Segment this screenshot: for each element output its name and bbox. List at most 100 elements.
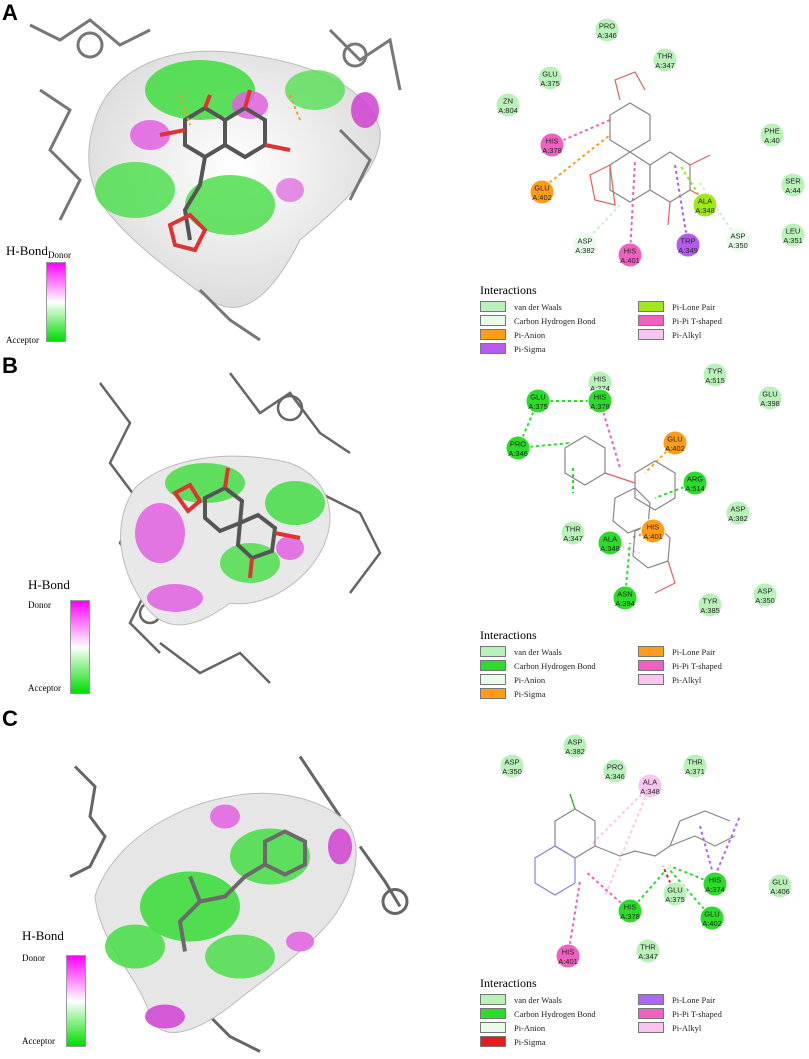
- residue-name: ASP: [577, 237, 592, 246]
- residue-circle: [617, 898, 643, 924]
- legend-title: Interactions: [480, 283, 537, 297]
- residue-number: A:406: [770, 887, 790, 896]
- residue-number: A:346: [508, 449, 528, 458]
- residue-name: GLU: [667, 435, 682, 444]
- ligand-sticks: [159, 89, 291, 253]
- legend-label: van der Waals: [514, 646, 562, 657]
- residue-circle: [505, 435, 531, 461]
- interaction-lines: [539, 119, 739, 256]
- legend-item: Pi-Alkyl: [638, 329, 788, 340]
- legend-item: Pi-Lone Pair: [638, 994, 788, 1005]
- residue-circle: [529, 179, 555, 205]
- interaction-lines: [517, 400, 696, 599]
- residue-number: A:348: [600, 544, 620, 553]
- legend-item: Pi-Lone Pair: [638, 646, 788, 657]
- legend-swatch: [638, 315, 664, 326]
- legend-swatch: [638, 301, 664, 312]
- residue-name: ASP: [757, 587, 772, 596]
- residue-name: HIS: [594, 375, 607, 384]
- legend-label: Pi-Alkyl: [672, 329, 702, 340]
- legend-item: Pi-Lone Pair: [638, 301, 788, 312]
- panel-a: A: [0, 0, 809, 354]
- residue-number: A:382: [728, 514, 748, 523]
- residue-name: THR: [657, 52, 673, 61]
- residue-circle: [635, 938, 661, 964]
- interaction-legend: Interactions van der Waals Pi-Lone Pair Ca…: [480, 283, 800, 354]
- residue-circle: [662, 430, 688, 456]
- residue-circle: [757, 385, 783, 411]
- legend-swatch: [480, 343, 506, 354]
- ligand-sticks: [172, 467, 301, 579]
- interaction-legend: Interactions van der Waals Pi-Lone Pair Ca…: [480, 628, 800, 699]
- residue-number: A:349: [678, 246, 698, 255]
- legend-item: Pi-Anion: [480, 329, 638, 340]
- legend-swatch: [480, 646, 506, 657]
- residue-name: ASP: [730, 232, 745, 241]
- residue-circle: [780, 172, 806, 198]
- ligand-sticks: [177, 829, 307, 952]
- residue-name: LEU: [786, 227, 801, 236]
- residue-name: THR: [640, 943, 656, 952]
- legend-item: Pi-Alkyl: [638, 1022, 788, 1033]
- residue-number: A:40: [764, 136, 779, 145]
- residue-name: GLU: [772, 878, 787, 887]
- docking-3d-view: [29, 18, 402, 342]
- residue-number: A:398: [760, 399, 780, 408]
- residue-name: THR: [565, 525, 581, 534]
- residue-circle: [702, 362, 728, 388]
- residue-circle: [560, 520, 586, 546]
- hbond-scale-title: H-Bond: [22, 928, 64, 943]
- legend-label: Pi-Anion: [514, 329, 546, 340]
- residue-name: ZN: [503, 97, 513, 106]
- residue-number: A:402: [532, 193, 552, 202]
- legend-swatch: [480, 1008, 506, 1019]
- residue-circle: [662, 881, 688, 907]
- residue-number: A:348: [640, 787, 660, 796]
- panel-letter: B: [2, 353, 18, 378]
- residue-name: GLU: [704, 910, 719, 919]
- residue-circle: [587, 388, 613, 414]
- residue-circle: [539, 132, 565, 158]
- residue-name: HIS: [709, 876, 722, 885]
- residue-name: HIS: [562, 948, 575, 957]
- panel-c: C H-Bond Donor Acceptor: [0, 706, 809, 1058]
- residue-circle: [682, 753, 708, 779]
- residue-name: HIS: [624, 903, 637, 912]
- legend-item: Pi-Anion: [480, 674, 638, 685]
- residue-number: A:401: [643, 532, 663, 541]
- residue-name: TYR: [703, 597, 719, 606]
- legend-label: Pi-Lone Pair: [672, 994, 716, 1005]
- legend-swatch: [638, 1022, 664, 1033]
- residue-number: A:375: [528, 402, 548, 411]
- residue-number: A:382: [575, 246, 595, 255]
- legend-item: van der Waals: [480, 646, 638, 657]
- hbond-scale-donor-label: Donor: [28, 600, 51, 610]
- residue-number: A:402: [702, 919, 722, 928]
- residue-circle: [525, 388, 551, 414]
- residue-circle: [697, 592, 723, 618]
- legend-label: Pi-Pi T-shaped: [672, 660, 722, 671]
- legend-label: Pi-Sigma: [514, 343, 546, 354]
- residue-circle: [675, 232, 701, 258]
- residue-circle: [572, 232, 598, 258]
- residue-circle: [555, 943, 581, 969]
- hbond-scale-bar: [46, 262, 66, 342]
- legend-item: Carbon Hydrogen Bond: [480, 315, 638, 326]
- residue-number: A:378: [620, 912, 640, 921]
- legend-item: van der Waals: [480, 301, 638, 312]
